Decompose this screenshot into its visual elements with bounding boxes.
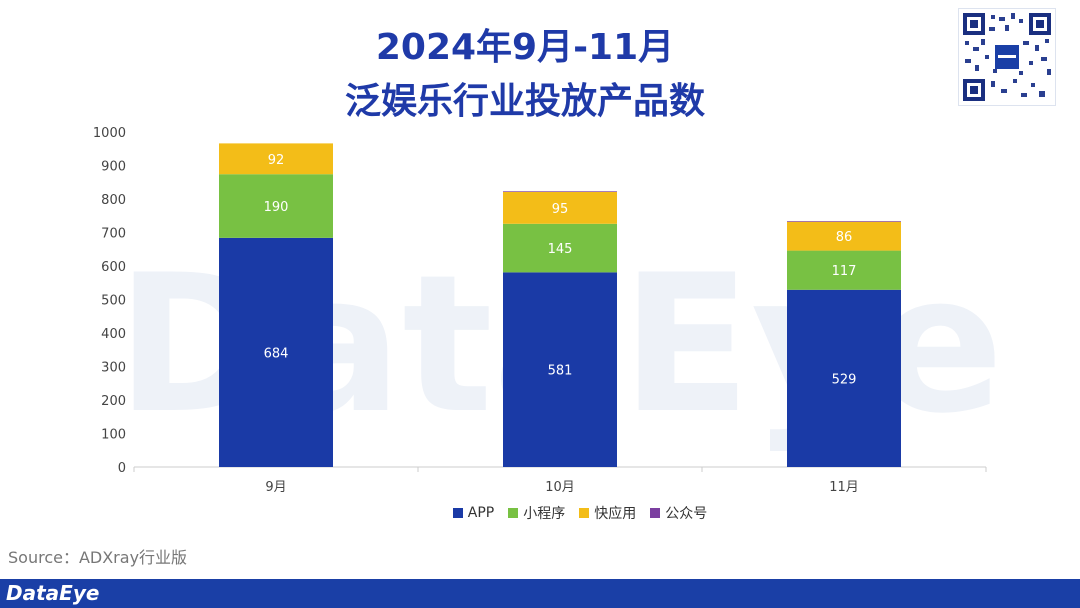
- x-tick-label: 9月: [265, 480, 286, 495]
- y-tick-label: 700: [101, 227, 126, 242]
- bar-segment: [787, 250, 901, 290]
- bar-segment: [503, 191, 617, 192]
- legend-item: 快应用: [579, 503, 636, 523]
- y-tick-label: 600: [101, 260, 126, 275]
- chart-title-line2: 泛娱乐行业投放产品数: [344, 81, 705, 122]
- bar-segment: [787, 289, 901, 467]
- legend-label: 公众号: [665, 506, 708, 522]
- chart-legend: APP 小程序 快应用 公众号: [0, 503, 1080, 523]
- bar-segment: [219, 174, 333, 238]
- source-note: Source：ADXray行业版: [8, 548, 188, 567]
- data-label: 92: [268, 153, 285, 168]
- y-tick-label: 400: [101, 327, 126, 342]
- brand-logo: DataEye: [6, 581, 100, 605]
- bar-segment: [503, 191, 617, 224]
- y-tick-label: 300: [101, 361, 126, 376]
- data-label: 86: [836, 230, 853, 245]
- data-label: 190: [264, 200, 289, 215]
- bar-segment: [787, 221, 901, 222]
- legend-label: 快应用: [594, 506, 637, 522]
- legend-item: 小程序: [508, 503, 565, 523]
- bar-segment: [219, 143, 333, 175]
- y-tick-label: 200: [101, 394, 126, 409]
- bar-segment: [219, 237, 333, 467]
- x-tick-label: 11月: [829, 480, 859, 495]
- x-tick-label: 10月: [545, 480, 575, 495]
- y-tick-label: 100: [101, 428, 126, 443]
- legend-swatch: [508, 508, 519, 518]
- data-label: 684: [264, 346, 289, 361]
- legend-item: 公众号: [650, 503, 707, 523]
- data-label: 95: [552, 202, 569, 217]
- y-tick-label: 1000: [93, 126, 126, 141]
- data-label: 581: [548, 364, 573, 379]
- legend-swatch: [579, 508, 590, 518]
- y-tick-label: 900: [101, 160, 126, 175]
- legend-label: APP: [467, 505, 495, 521]
- data-label: 117: [832, 264, 857, 279]
- data-label: 145: [548, 242, 573, 257]
- bar-segment: [503, 272, 617, 467]
- footer-bar: DataEye: [0, 579, 1080, 608]
- bar-segment: [787, 221, 901, 251]
- qr-code-icon: [958, 8, 1056, 106]
- legend-swatch: [650, 508, 661, 518]
- y-tick-label: 500: [101, 294, 126, 309]
- y-tick-label: 0: [118, 461, 126, 476]
- stacked-bar-chart: DataEye010020030040050060070080090010006…: [93, 126, 1004, 495]
- legend-label: 小程序: [523, 506, 566, 522]
- legend-item: APP: [452, 503, 495, 523]
- bar-segment: [503, 223, 617, 273]
- data-label: 529: [832, 372, 857, 387]
- y-tick-label: 800: [101, 193, 126, 208]
- chart-title-line1: 2024年9月-11月: [375, 27, 675, 68]
- legend-swatch: [452, 508, 463, 518]
